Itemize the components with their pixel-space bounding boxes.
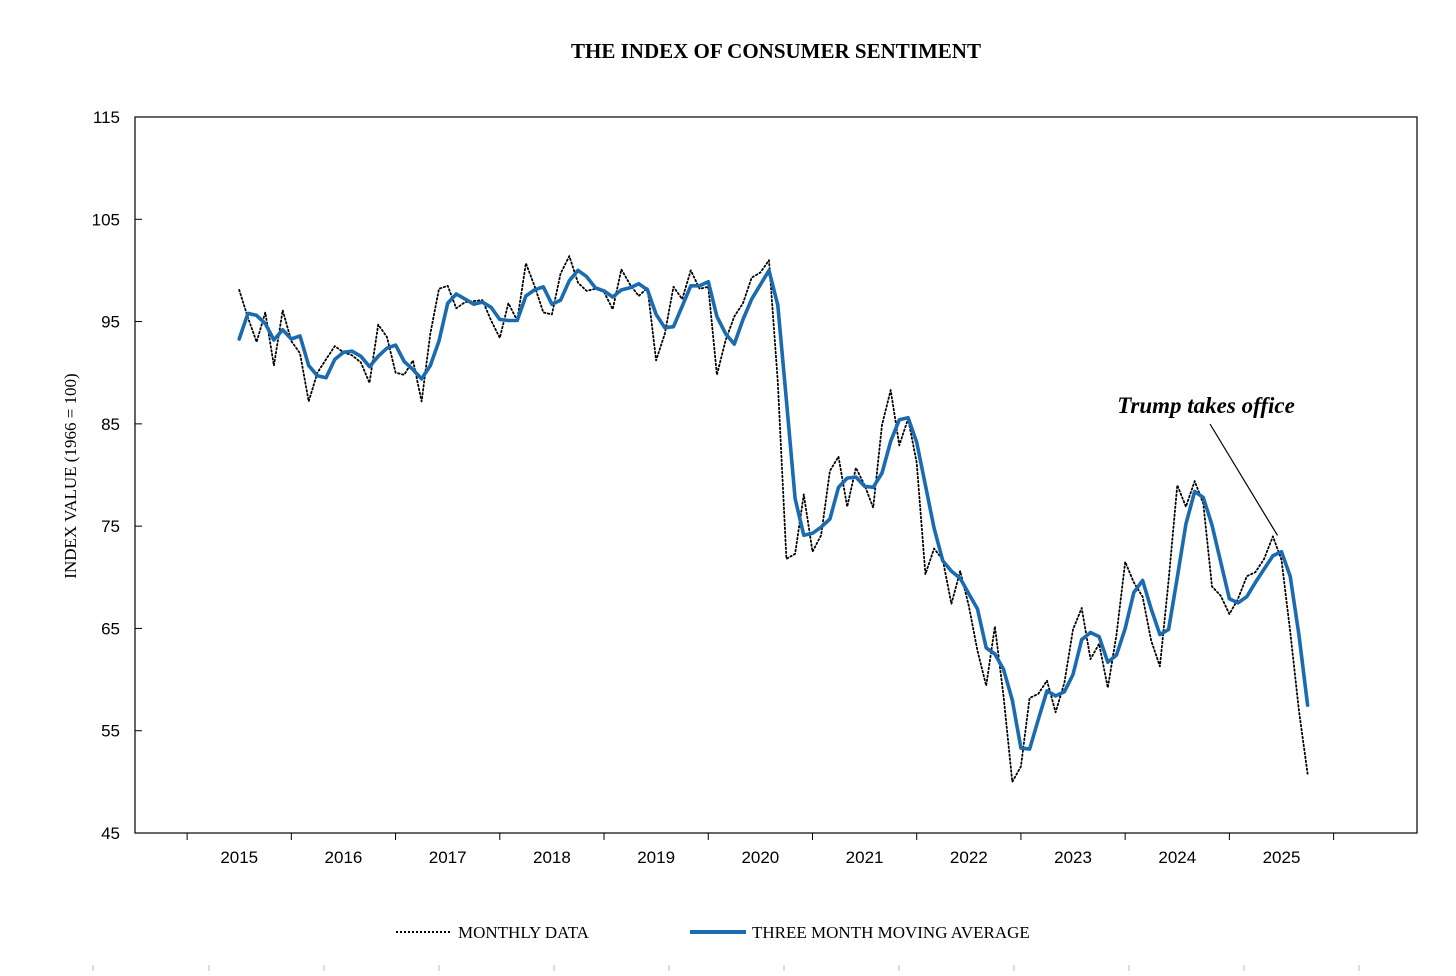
x-tick-label: 2020 [741, 848, 779, 867]
plot-area-frame [134, 116, 1418, 834]
x-tick-label: 2021 [846, 848, 884, 867]
y-axis-label: INDEX VALUE (1966 = 100) [61, 373, 80, 578]
series-line-monthly-data [238, 255, 1309, 783]
y-tick-label: 55 [101, 722, 120, 741]
x-tick-label: 2019 [637, 848, 675, 867]
x-axis: 2015 2016 2017 2018 2019 2020 2021 2022 2023 2024… [186, 833, 1335, 867]
y-tick-label: 45 [101, 824, 120, 843]
y-tick-label: 85 [101, 415, 120, 434]
chart-title: THE INDEX OF CONSUMER SENTIMENT [571, 39, 981, 63]
y-tick-label: 115 [93, 108, 120, 127]
y-tick-label: 95 [101, 313, 120, 332]
y-tick-label: 75 [101, 517, 120, 536]
y-tick-label: 65 [101, 619, 120, 638]
series-layer [237, 255, 1310, 783]
x-tick-label: 2025 [1263, 848, 1301, 867]
x-tick-label: 2016 [325, 848, 363, 867]
x-tick-label: 2024 [1158, 848, 1196, 867]
annotation-leader-line [1209, 423, 1279, 536]
legend-label-moving-average: THREE MONTH MOVING AVERAGE [752, 923, 1030, 942]
series-line-moving-average [237, 268, 1310, 751]
bottom-edge-marks [92, 965, 1360, 971]
x-tick-label: 2023 [1054, 848, 1092, 867]
y-tick-label: 105 [92, 210, 120, 229]
annotation-trump-takes-office: Trump takes office [1117, 393, 1295, 418]
legend: MONTHLY DATA THREE MONTH MOVING AVERAGE [396, 923, 1030, 942]
x-tick-label: 2022 [950, 848, 988, 867]
x-tick-label: 2018 [533, 848, 571, 867]
x-tick-label: 2015 [220, 848, 258, 867]
y-axis: 45 55 65 75 85 95 105 115 [92, 108, 142, 843]
legend-label-monthly-data: MONTHLY DATA [458, 923, 590, 942]
x-tick-label: 2017 [429, 848, 467, 867]
